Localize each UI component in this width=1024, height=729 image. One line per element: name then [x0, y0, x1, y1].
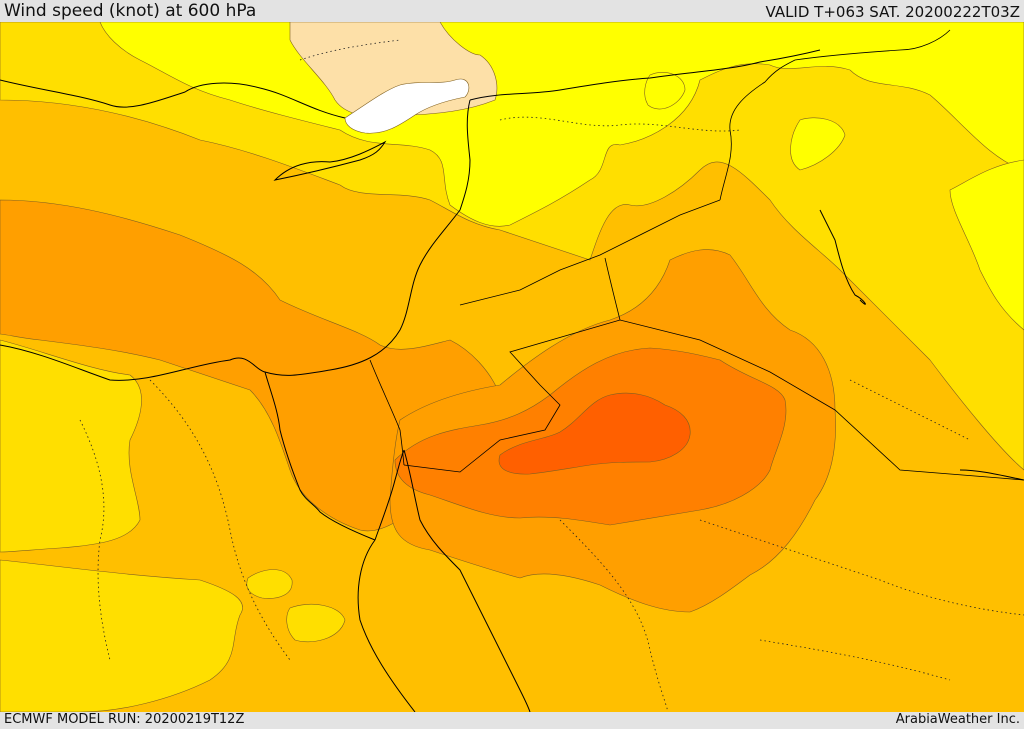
- band-moderate-north: [0, 22, 1024, 471]
- band-max: [498, 392, 691, 475]
- borders: [369, 29, 1024, 481]
- band-very-low: [344, 78, 470, 134]
- coastlines: [0, 49, 1024, 712]
- header-bar: Wind speed (knot) at 600 hPa VALID T+063…: [0, 0, 1024, 22]
- internal-boundaries: [79, 39, 1024, 712]
- credit-label: ArabiaWeather Inc.: [895, 712, 1020, 727]
- footer-bar: ECMWF MODEL RUN: 20200219T12Z ArabiaWeat…: [0, 712, 1024, 729]
- wind-speed-map: [0, 22, 1024, 712]
- valid-time: VALID T+063 SAT. 20200222T03Z: [765, 3, 1020, 21]
- band-moderate-south: [0, 559, 243, 712]
- band-light-east: [949, 159, 1024, 331]
- model-run: ECMWF MODEL RUN: 20200219T12Z: [4, 712, 245, 727]
- map-title: Wind speed (knot) at 600 hPa: [4, 1, 257, 21]
